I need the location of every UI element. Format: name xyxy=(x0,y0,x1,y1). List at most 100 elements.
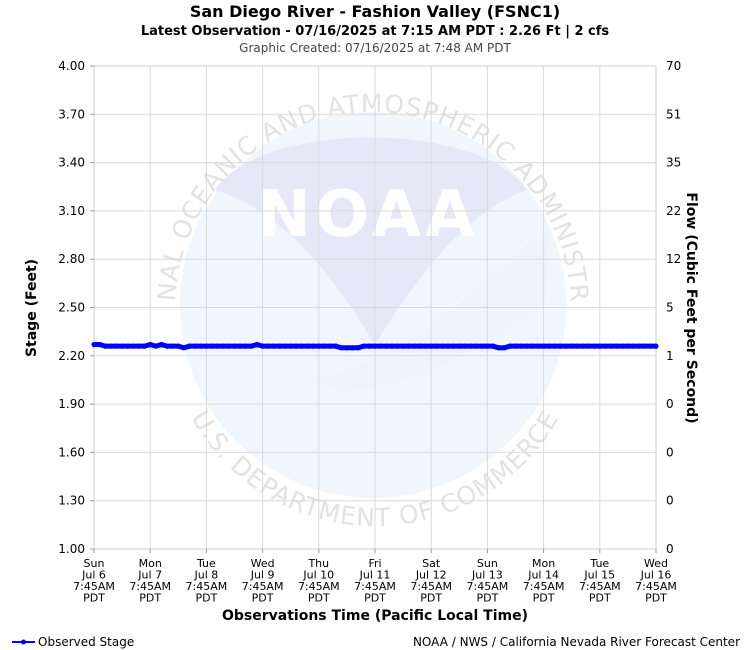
x-tick-label: PDT xyxy=(308,592,330,605)
data-point xyxy=(198,343,204,349)
data-point xyxy=(175,343,181,349)
data-point xyxy=(473,343,479,349)
data-point xyxy=(580,343,586,349)
x-tick-label: Jul 12 xyxy=(415,569,447,582)
data-point xyxy=(102,343,108,349)
x-tick-label: Fri xyxy=(368,557,381,570)
y-tick-label: 4.00 xyxy=(58,59,85,73)
data-point xyxy=(541,343,547,349)
y2-tick-label: 35 xyxy=(666,156,681,170)
data-point xyxy=(91,341,97,348)
y-axis-ticks: 1.00 1.30 1.60 1.90 2.20 2.50 2.80 3.10 3.40 3.70… xyxy=(58,59,94,556)
data-point xyxy=(462,343,468,349)
x-tick-label: PDT xyxy=(420,592,442,605)
data-point xyxy=(203,343,209,349)
y2-axis-ticks: 0 0 0 0 1 5 12 22 35 51 70 xyxy=(666,59,681,556)
x-tick-label: Jul 15 xyxy=(583,569,615,582)
data-point xyxy=(164,343,170,349)
data-point xyxy=(282,343,288,349)
noaa-wave-shape xyxy=(310,230,550,390)
data-point xyxy=(445,343,451,349)
data-point xyxy=(507,343,513,349)
y2-tick-label: 0 xyxy=(666,494,674,508)
x-tick-label: Jul 7 xyxy=(137,569,162,582)
data-point xyxy=(125,343,131,349)
data-point xyxy=(378,343,384,349)
y2-tick-label: 0 xyxy=(666,397,674,411)
x-tick-label: Jul 11 xyxy=(359,569,391,582)
data-point xyxy=(237,343,243,349)
y-tick-label: 1.00 xyxy=(58,542,85,556)
data-point xyxy=(310,343,316,349)
data-point xyxy=(231,343,238,349)
data-point xyxy=(113,343,120,349)
data-point xyxy=(394,343,401,349)
data-point xyxy=(574,343,580,349)
data-point xyxy=(383,343,389,349)
data-point xyxy=(192,343,198,349)
x-tick-label: Tue xyxy=(589,557,609,570)
y2-tick-label: 0 xyxy=(666,445,674,459)
data-point xyxy=(186,343,193,349)
y2-tick-label: 12 xyxy=(666,252,681,266)
y-tick-label: 1.90 xyxy=(58,397,85,411)
y-tick-label: 3.40 xyxy=(58,156,85,170)
data-point xyxy=(423,343,429,349)
data-point xyxy=(321,343,327,349)
data-point xyxy=(406,343,412,349)
noaa-bird-shape xyxy=(215,137,527,345)
data-point xyxy=(248,343,254,349)
y-axis-label: Stage (Feet) xyxy=(24,259,40,357)
data-point xyxy=(97,341,103,348)
x-tick-label: 7:45AM xyxy=(523,580,565,593)
data-point xyxy=(108,343,114,349)
data-point xyxy=(142,343,148,349)
y2-tick-label: 22 xyxy=(666,204,681,218)
data-point xyxy=(327,343,333,349)
data-point xyxy=(439,343,445,349)
data-point xyxy=(467,343,474,349)
x-tick-label: Jul 6 xyxy=(81,569,106,582)
data-point xyxy=(602,343,609,349)
data-point xyxy=(288,343,294,349)
data-point xyxy=(557,343,564,349)
data-point xyxy=(305,343,311,349)
data-point xyxy=(147,341,153,348)
data-point xyxy=(209,343,215,349)
x-tick-label: 7:45AM xyxy=(635,580,677,593)
data-point xyxy=(642,343,648,349)
x-tick-label: 7:45AM xyxy=(73,580,115,593)
data-point xyxy=(597,343,603,349)
data-point xyxy=(130,343,136,349)
x-tick-label: Mon xyxy=(532,557,555,570)
data-point xyxy=(338,345,344,351)
x-tick-label: Jul 16 xyxy=(640,569,672,582)
data-point xyxy=(170,343,176,349)
data-point xyxy=(636,343,642,349)
data-point xyxy=(490,343,496,349)
x-tick-label: 7:45AM xyxy=(298,580,340,593)
data-point xyxy=(614,343,620,349)
series-group xyxy=(91,341,659,351)
data-point xyxy=(271,343,277,349)
x-tick-label: Thu xyxy=(307,557,329,570)
data-point xyxy=(243,343,249,349)
data-point xyxy=(518,343,524,349)
data-point xyxy=(479,343,485,349)
data-point xyxy=(647,343,654,349)
data-point xyxy=(153,343,159,349)
data-point xyxy=(372,343,378,349)
plot-area: NOAA NATIONAL OCEANIC AND ATMOSPHERIC AD… xyxy=(0,0,659,550)
data-point xyxy=(546,343,552,349)
legend: Observed Stage xyxy=(12,635,134,649)
data-point xyxy=(260,343,266,349)
y2-tick-label: 70 xyxy=(666,59,681,73)
x-tick-label: PDT xyxy=(364,592,386,605)
x-tick-label: 7:45AM xyxy=(467,580,509,593)
data-point xyxy=(512,343,519,349)
x-tick-label: 7:45AM xyxy=(129,580,171,593)
data-point xyxy=(299,343,305,349)
footer-credit: NOAA / NWS / California Nevada River For… xyxy=(413,635,740,649)
data-point xyxy=(181,345,187,351)
data-point xyxy=(569,343,575,349)
